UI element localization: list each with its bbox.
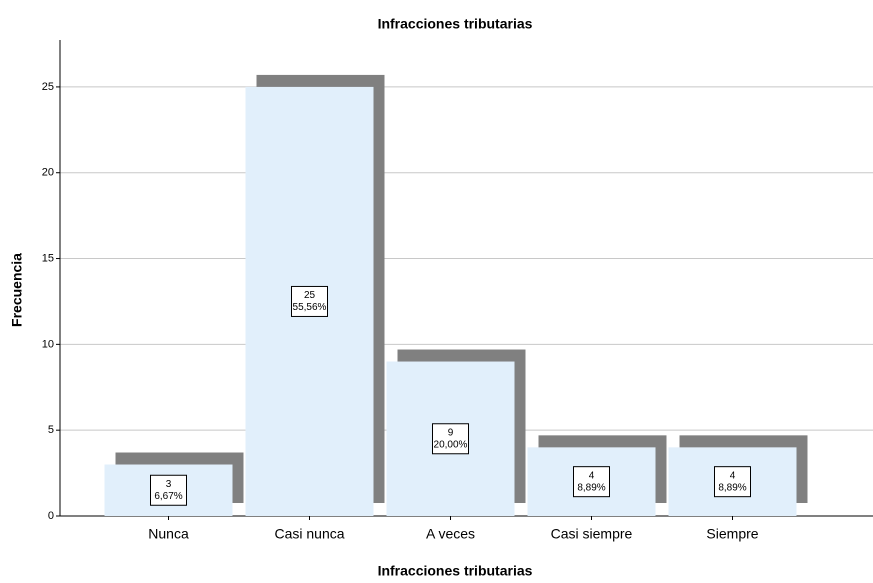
data-label: 4 <box>730 470 736 481</box>
y-tick-label: 25 <box>42 81 54 93</box>
chart-title: Infracciones tributarias <box>378 16 533 32</box>
x-tick-label: Nunca <box>148 526 189 542</box>
x-tick-label: Casi nunca <box>274 526 344 542</box>
data-label-box <box>150 474 187 506</box>
data-label: 3 <box>166 479 172 490</box>
data-label: 8,89% <box>577 482 605 493</box>
data-label-box <box>432 423 469 455</box>
x-tick-label: A veces <box>426 526 475 542</box>
y-tick-label: 15 <box>42 252 54 264</box>
data-label: 4 <box>589 470 595 481</box>
x-tick-label: Siempre <box>706 526 758 542</box>
data-label: 8,89% <box>718 482 746 493</box>
data-label-box <box>291 285 328 317</box>
y-tick-label: 10 <box>42 338 54 350</box>
x-tick-label: Casi siempre <box>551 526 633 542</box>
data-label-box <box>573 466 610 498</box>
data-label: 9 <box>448 427 454 438</box>
data-label: 25 <box>304 290 316 301</box>
data-label-box <box>714 466 751 498</box>
data-label: 20,00% <box>434 439 468 450</box>
y-tick-label: 5 <box>48 424 54 436</box>
y-tick-label: 20 <box>42 167 54 179</box>
y-axis-title: Frecuencia <box>9 253 25 327</box>
data-label: 55,56% <box>293 302 327 313</box>
data-label: 6,67% <box>154 491 182 502</box>
x-axis-title: Infracciones tributarias <box>378 563 533 579</box>
y-tick-label: 0 <box>48 510 54 522</box>
